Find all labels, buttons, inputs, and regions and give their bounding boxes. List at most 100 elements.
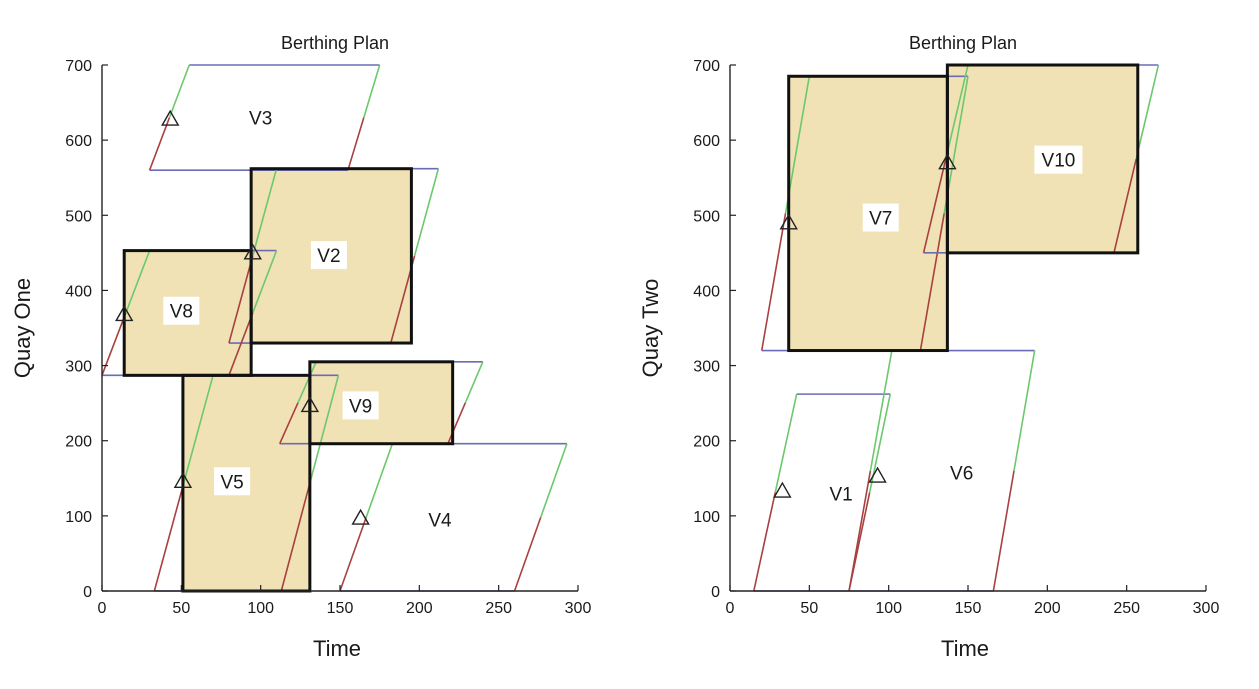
side-lower-l-v7 bbox=[760, 213, 787, 351]
x-tick-label: 50 bbox=[172, 600, 190, 617]
marker-triangle-v6 bbox=[868, 466, 887, 483]
marker-triangle-v3 bbox=[161, 109, 180, 126]
side-lower-r-v4 bbox=[513, 517, 542, 592]
marker-triangle-v8 bbox=[115, 305, 134, 322]
side-lower-l-v2 bbox=[228, 255, 254, 344]
side-upper-r-v4 bbox=[539, 443, 568, 518]
side-upper-r-v2 bbox=[413, 168, 440, 257]
chart-panel-2: V7 V10 V1 V6 0 50 100 150 200 250 300 0 100 200 300 400… bbox=[638, 33, 1219, 661]
side-lower-r-v3 bbox=[347, 117, 365, 171]
x-tick-label: 50 bbox=[800, 600, 818, 617]
side-lower-r-v6 bbox=[992, 470, 1015, 592]
vessel-label-v7: V7 bbox=[869, 209, 892, 230]
side-lower-l-v4 bbox=[339, 517, 367, 592]
side-lower-l-v9 bbox=[278, 402, 299, 445]
vessel-label-bg-v5 bbox=[214, 467, 251, 496]
y-tick-label: 200 bbox=[65, 434, 92, 451]
side-lower-l-v8 bbox=[101, 312, 127, 376]
side-upper-r-v10 bbox=[1135, 64, 1160, 160]
side-upper-l-v10 bbox=[945, 64, 969, 160]
side-lower-r-v9 bbox=[447, 402, 467, 445]
side-upper-l-v1 bbox=[774, 393, 798, 493]
marker-triangle-v5 bbox=[173, 471, 193, 488]
marker-triangle-v9 bbox=[300, 395, 320, 413]
vessel-label-bg-v6 bbox=[943, 458, 980, 487]
chart-title: Berthing Plan bbox=[281, 33, 389, 53]
x-tick-label: 0 bbox=[726, 600, 735, 617]
y-tick-label: 100 bbox=[693, 509, 720, 526]
vessel-label-bg-v10 bbox=[1034, 145, 1083, 174]
side-lower-l-v6 bbox=[848, 470, 872, 592]
x-tick-label: 150 bbox=[327, 600, 354, 617]
vessel-label-bg-v2 bbox=[310, 241, 347, 270]
vessel-label-v5: V5 bbox=[220, 472, 243, 493]
vessel-label-v4: V4 bbox=[428, 511, 452, 532]
side-upper-r-v8 bbox=[251, 250, 278, 314]
side-upper-l-v4 bbox=[365, 443, 394, 518]
side-upper-l-v9 bbox=[297, 361, 317, 404]
y-tick-label: 400 bbox=[693, 283, 720, 300]
x-tick-label: 250 bbox=[1113, 600, 1140, 617]
side-upper-l-v5 bbox=[182, 375, 214, 484]
x-axis-label: Time bbox=[313, 636, 361, 661]
side-lower-r-v5 bbox=[280, 482, 311, 592]
marker-triangle-v4 bbox=[351, 508, 370, 525]
x-tick-label: 200 bbox=[1034, 600, 1061, 617]
y-tick-label: 700 bbox=[65, 58, 92, 75]
vessel-label-v1: V1 bbox=[829, 484, 852, 505]
y-tick-label: 0 bbox=[83, 584, 92, 601]
marker-triangle-v2 bbox=[243, 243, 262, 260]
x-tick-label: 300 bbox=[1193, 600, 1220, 617]
x-axis-label: Time bbox=[941, 636, 989, 661]
vessel-label-bg-v8 bbox=[163, 296, 200, 325]
marker-triangle-v7 bbox=[779, 213, 798, 230]
vessel-label-bg-v9 bbox=[342, 391, 379, 420]
vessel-label-bg-v4 bbox=[421, 505, 458, 534]
y-tick-label: 500 bbox=[65, 208, 92, 225]
x-tick-label: 200 bbox=[406, 600, 433, 617]
y-tick-label: 200 bbox=[693, 434, 720, 451]
side-upper-r-v9 bbox=[464, 361, 484, 404]
vessel-label-bg-v3 bbox=[242, 103, 279, 132]
y-tick-label: 300 bbox=[693, 359, 720, 376]
marker-triangle-v10 bbox=[938, 153, 957, 170]
y-tick-label: 0 bbox=[711, 584, 720, 601]
x-tick-label: 150 bbox=[955, 600, 982, 617]
x-tick-label: 100 bbox=[875, 600, 902, 617]
side-lower-l-v3 bbox=[148, 117, 171, 171]
vessel-label-v10: V10 bbox=[1042, 151, 1076, 172]
side-lower-l-v5 bbox=[153, 482, 185, 592]
vessel-label-bg-v7 bbox=[862, 203, 899, 232]
side-lower-l-v10 bbox=[922, 158, 947, 254]
side-lower-r-v10 bbox=[1113, 158, 1137, 254]
y-tick-label: 700 bbox=[693, 58, 720, 75]
y-axis-label: Quay Two bbox=[638, 279, 663, 378]
side-upper-l-v3 bbox=[168, 64, 191, 118]
chart-panel-1: V3 V2 V8 V9 V5 V4 0 50 100 150 200 250 300 0 100 200 300… bbox=[10, 33, 591, 661]
vessel-label-v8: V8 bbox=[170, 302, 193, 323]
side-upper-r-v5 bbox=[309, 375, 340, 484]
y-tick-label: 500 bbox=[693, 208, 720, 225]
x-tick-label: 300 bbox=[565, 600, 592, 617]
y-tick-label: 600 bbox=[693, 133, 720, 150]
side-upper-r-v3 bbox=[363, 64, 381, 118]
chart-title: Berthing Plan bbox=[909, 33, 1017, 53]
y-tick-label: 600 bbox=[65, 133, 92, 150]
side-lower-r-v7 bbox=[919, 213, 945, 351]
y-tick-label: 100 bbox=[65, 509, 92, 526]
side-upper-l-v2 bbox=[251, 168, 278, 257]
berth-border-v10 bbox=[945, 63, 1140, 255]
marker-triangle-v1 bbox=[773, 481, 792, 498]
vessel-label-v9: V9 bbox=[349, 396, 372, 417]
vessel-label-bg-v1 bbox=[823, 479, 860, 508]
x-tick-label: 0 bbox=[98, 600, 107, 617]
y-tick-label: 300 bbox=[65, 359, 92, 376]
vessel-label-v2: V2 bbox=[317, 246, 340, 267]
y-axis-label: Quay One bbox=[10, 278, 35, 378]
vessel-label-v3: V3 bbox=[249, 109, 272, 130]
vessel-label-v6: V6 bbox=[950, 463, 973, 484]
side-upper-l-v6 bbox=[869, 350, 893, 471]
side-lower-l-v1 bbox=[753, 492, 777, 592]
x-tick-label: 250 bbox=[485, 600, 512, 617]
